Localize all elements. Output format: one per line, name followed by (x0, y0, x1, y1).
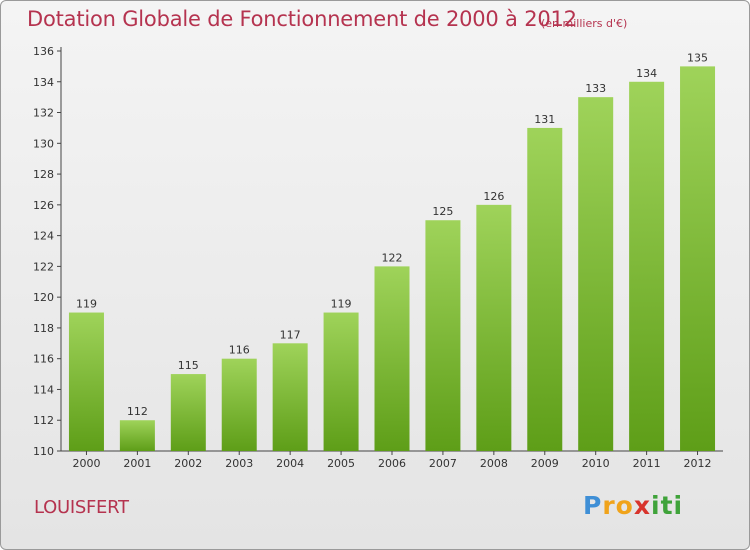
y-tick-label: 136 (33, 45, 54, 58)
data-label-2003: 116 (229, 344, 250, 357)
y-tick-label: 134 (33, 76, 54, 89)
x-tick-label: 2005 (327, 457, 355, 470)
chart-title: Dotation Globale de Fonctionnement de 20… (27, 7, 577, 31)
logo-letter: o (615, 491, 634, 520)
bar-2010 (578, 97, 614, 452)
data-label-2010: 133 (585, 82, 606, 95)
bar-2007 (425, 220, 461, 451)
x-tick-label: 2008 (480, 457, 508, 470)
logo-letter: i (673, 491, 684, 520)
y-tick-label: 116 (33, 353, 54, 366)
logo-letter: x (633, 491, 651, 520)
y-tick-label: 118 (33, 322, 54, 335)
x-tick-label: 2002 (174, 457, 202, 470)
x-tick-label: 2003 (225, 457, 253, 470)
x-tick-label: 2000 (72, 457, 100, 470)
axes: 1101121141161181201221241261281301321341… (33, 45, 723, 470)
bar-2002 (170, 374, 206, 451)
y-tick-label: 110 (33, 445, 54, 458)
x-tick-label: 2012 (684, 457, 712, 470)
bar-2009 (527, 127, 563, 451)
proxiti-logo: Proxiti (583, 491, 683, 520)
data-label-2012: 135 (687, 51, 708, 64)
logo-letter: t (660, 491, 674, 520)
y-tick-label: 132 (33, 107, 54, 120)
data-label-2005: 119 (331, 298, 352, 311)
commune-name: LOUISFERT (34, 497, 129, 518)
data-label-2008: 126 (483, 190, 504, 203)
x-tick-label: 2011 (633, 457, 661, 470)
x-tick-label: 2007 (429, 457, 457, 470)
bar-2004 (272, 343, 308, 451)
x-tick-label: 2004 (276, 457, 304, 470)
bar-2001 (119, 420, 155, 451)
bar-2006 (374, 266, 410, 451)
bar-2012 (680, 66, 716, 451)
data-label-2011: 134 (636, 67, 657, 80)
y-tick-label: 126 (33, 199, 54, 212)
x-tick-label: 2010 (582, 457, 610, 470)
data-label-2000: 119 (76, 298, 97, 311)
bar-2003 (221, 358, 257, 451)
data-label-2006: 122 (382, 251, 403, 264)
x-tick-label: 2006 (378, 457, 406, 470)
y-tick-label: 120 (33, 291, 54, 304)
logo-letter: i (651, 491, 661, 520)
y-tick-label: 122 (33, 260, 54, 273)
y-tick-label: 128 (33, 168, 54, 181)
bar-2008 (476, 204, 512, 451)
bar-2000 (68, 312, 104, 451)
bar-2005 (323, 312, 359, 451)
data-label-2007: 125 (432, 205, 453, 218)
data-label-2009: 131 (534, 113, 555, 126)
unit-note: (en milliers d'€) (541, 17, 628, 30)
data-label-2002: 115 (178, 359, 199, 372)
data-label-2001: 112 (127, 405, 148, 418)
y-tick-label: 114 (33, 383, 54, 396)
y-tick-label: 124 (33, 230, 54, 243)
data-labels: 119 112 115 116 117 119 122 125 126 131 133 134 135 (76, 51, 708, 418)
data-label-2004: 117 (280, 328, 301, 341)
x-tick-label: 2001 (123, 457, 151, 470)
bars (68, 66, 716, 452)
y-tick-label: 130 (33, 137, 54, 150)
logo-letter: P (583, 491, 603, 520)
y-tick-label: 112 (33, 414, 54, 427)
x-tick-label: 2009 (531, 457, 559, 470)
logo-letter: r (602, 491, 616, 520)
bar-2011 (629, 81, 665, 452)
